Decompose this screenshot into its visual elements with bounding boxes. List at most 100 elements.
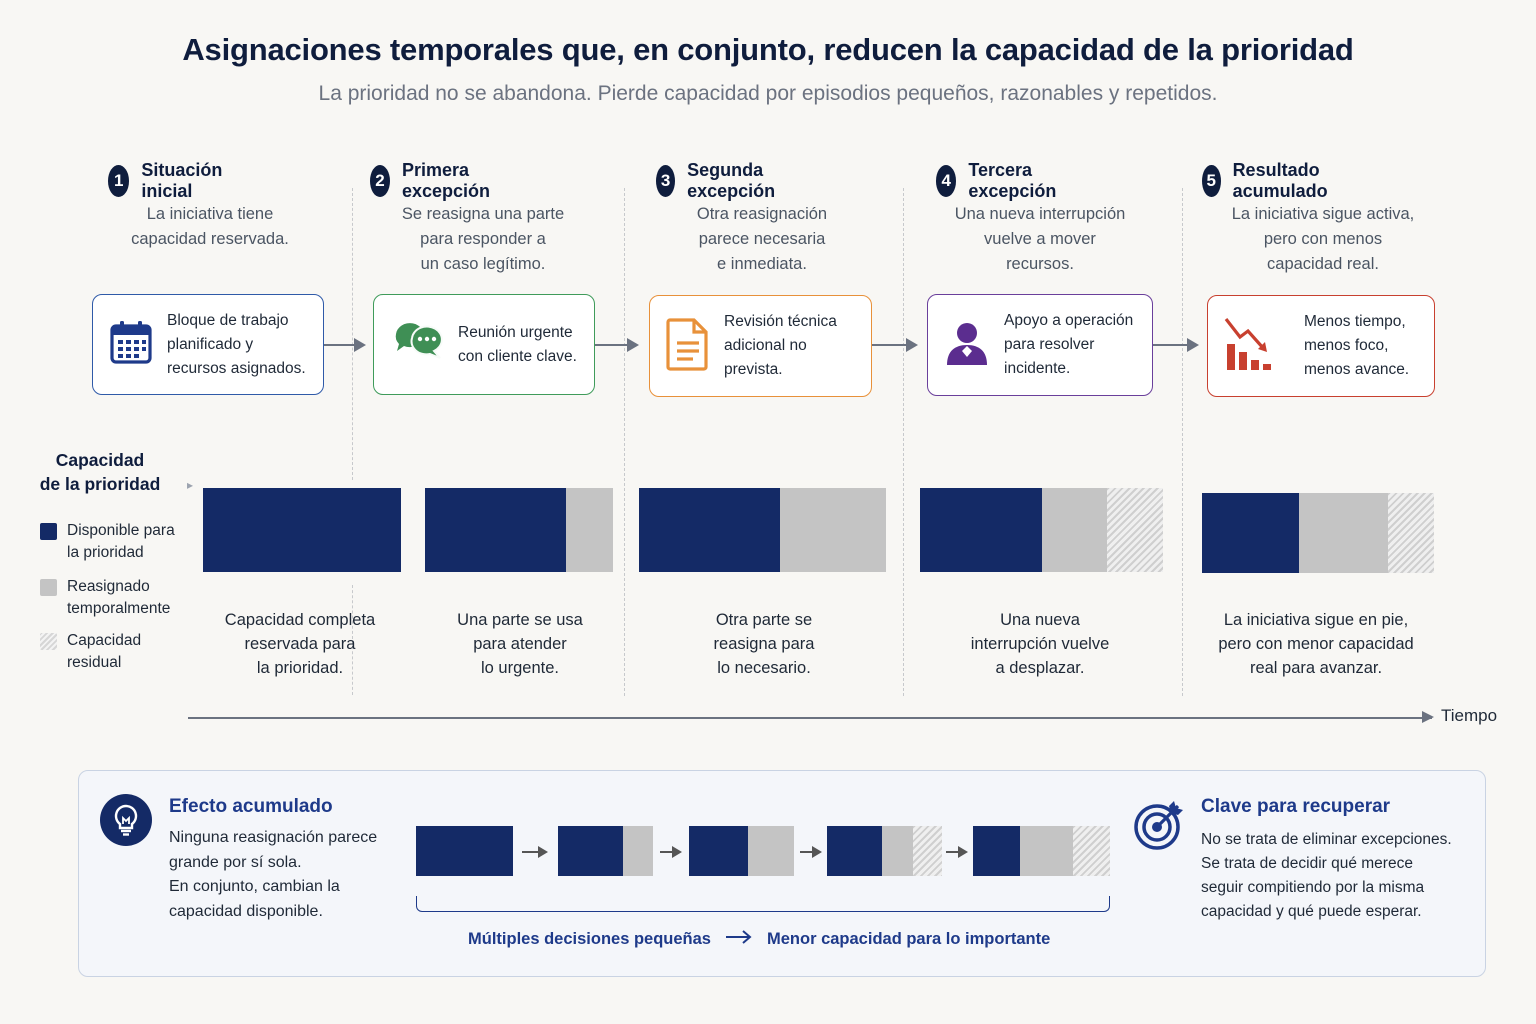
bar-segment-available (416, 826, 513, 876)
legend-item-residual: Capacidad residual (40, 630, 141, 674)
mini-capacity-bar (416, 826, 513, 876)
page-title: Asignaciones temporales que, en conjunto… (182, 32, 1354, 67)
summary-bracket (416, 896, 1110, 912)
bar-caption: Una nueva interrupción vuelve a desplaza… (930, 608, 1150, 680)
effect-text-line: Ninguna reasignación parece (169, 829, 378, 846)
key-text-line: seguir compitiendo por la misma (1201, 879, 1425, 896)
legend-label-line: la prioridad (67, 544, 144, 561)
step-card-line: menos avance. (1304, 361, 1410, 378)
step-card-line: prevista. (724, 361, 783, 378)
effect-text-line: En conjunto, cambian la (169, 878, 340, 895)
step-description-line: pero con menos (1263, 230, 1383, 248)
legend-swatch (40, 633, 57, 650)
step-description-line: capacidad reservada. (131, 230, 289, 248)
step-card: Revisión técnica adicional no prevista. (649, 295, 872, 397)
legend-pointer: ▸ (187, 478, 194, 492)
step-description-line: La iniciativa tiene (146, 205, 274, 223)
bar-segment-reassigned (1041, 488, 1108, 572)
step-header: 5 Resultado acumulado (1202, 160, 1341, 202)
step-description: Otra reasignación parece necesaria e inm… (632, 202, 892, 277)
legend-label-line: Capacidad (67, 632, 142, 649)
bar-caption: La iniciativa sigue en pie, pero con men… (1191, 608, 1441, 680)
mini-capacity-bar (689, 826, 794, 876)
bar-caption-line: interrupción vuelve (970, 635, 1110, 653)
mini-capacity-bar (558, 826, 653, 876)
flow-arrow (324, 338, 366, 352)
capacity-bar (203, 488, 401, 572)
step-number: 1 (108, 165, 130, 197)
step-card-line: menos foco, (1304, 337, 1389, 354)
legend-title: Capacidad de la prioridad (30, 448, 170, 496)
legend-title-line: Capacidad (55, 450, 145, 470)
bar-segment-available (1202, 493, 1300, 573)
flow-arrow (1153, 338, 1199, 352)
mini-flow-arrow (660, 846, 682, 858)
bar-segment-reassigned (622, 826, 653, 876)
step-description-line: capacidad real. (1267, 255, 1379, 273)
timeline-separator (352, 188, 353, 480)
bar-segment-available (639, 488, 780, 572)
bar-caption-line: real para avanzar. (1249, 659, 1383, 677)
step-description-line: Se reasigna una parte (401, 205, 565, 223)
document-icon (666, 317, 710, 376)
bar-segment-reassigned (566, 488, 613, 572)
timeline-separator (352, 585, 353, 695)
arrow-right-icon (725, 930, 753, 949)
step-number: 2 (370, 165, 390, 197)
bar-caption-line: La iniciativa sigue en pie, (1223, 611, 1409, 629)
target-icon (1132, 797, 1188, 858)
bar-caption-line: reasigna para (713, 635, 815, 653)
bar-caption-line: la prioridad. (256, 659, 344, 677)
flow-arrow (595, 338, 639, 352)
legend-label-line: Disponible para (67, 522, 175, 539)
bar-caption-line: lo necesario. (717, 659, 811, 677)
bar-segment-available (973, 826, 1020, 876)
flow-arrow (872, 338, 918, 352)
step-title: Situación inicial (141, 160, 223, 201)
bar-segment-available (558, 826, 623, 876)
step-description-line: vuelve a mover (984, 230, 1096, 248)
bar-caption-line: reservada para (244, 635, 356, 653)
step-card-line: adicional no (724, 337, 807, 354)
conclusion-right: Menor capacidad para lo importante (766, 930, 1051, 948)
bar-segment-residual (913, 826, 942, 876)
page-subtitle: La prioridad no se abandona. Pierde capa… (318, 82, 1218, 105)
bar-segment-available (425, 488, 566, 572)
lightbulb-icon (100, 794, 152, 846)
step-description: Una nueva interrupción vuelve a mover re… (910, 202, 1170, 277)
step-card-text: Menos tiempo, menos foco, menos avance. (1304, 310, 1409, 382)
step-card: Bloque de trabajo planificado y recursos… (92, 294, 324, 395)
legend-swatch (40, 523, 57, 540)
legend-label-line: Reasignado (67, 578, 150, 595)
bar-caption-line: Otra parte se (715, 611, 813, 629)
legend-label-line: temporalmente (67, 600, 171, 617)
mini-flow-arrow (800, 846, 822, 858)
step-title: Segunda excepción (687, 160, 776, 201)
step-number: 5 (1202, 165, 1221, 197)
timeline-separator (1182, 188, 1183, 696)
effect-text: Ninguna reasignación parece grande por s… (169, 826, 409, 924)
effect-text-line: capacidad disponible. (169, 902, 323, 920)
step-description-line: Una nueva interrupción (954, 205, 1126, 223)
step-description: La iniciativa tiene capacidad reservada. (70, 202, 350, 252)
bar-caption: Otra parte se reasigna para lo necesario… (654, 608, 874, 680)
bar-segment-reassigned (1019, 826, 1073, 876)
step-card-text: Reunión urgente con cliente clave. (458, 321, 577, 369)
legend-item-reassigned: Reasignado temporalmente (40, 576, 170, 620)
effect-text-line: grande por sí sola. (169, 853, 302, 871)
mini-capacity-bar (827, 826, 942, 876)
step-header: 3 Segunda excepción (656, 160, 788, 202)
bar-caption: Una parte se usa para atender lo urgente… (410, 608, 630, 680)
step-description-line: un caso legítimo. (420, 255, 546, 273)
key-text-line: capacidad y qué puede esperar. (1201, 903, 1422, 920)
step-card-line: Revisión técnica (724, 313, 837, 330)
step-card-line: para resolver (1004, 336, 1095, 353)
step-description: La iniciativa sigue activa, pero con men… (1183, 202, 1463, 277)
step-card-line: con cliente clave. (458, 347, 577, 365)
step-card-line: recursos asignados. (167, 359, 306, 377)
step-card-line: Bloque de trabajo (167, 311, 289, 329)
step-description-line: Otra reasignación (696, 205, 828, 223)
user-icon (944, 319, 990, 372)
key-title: Clave para recuperar (1201, 796, 1391, 817)
step-card: Apoyo a operación para resolver incident… (927, 294, 1153, 396)
